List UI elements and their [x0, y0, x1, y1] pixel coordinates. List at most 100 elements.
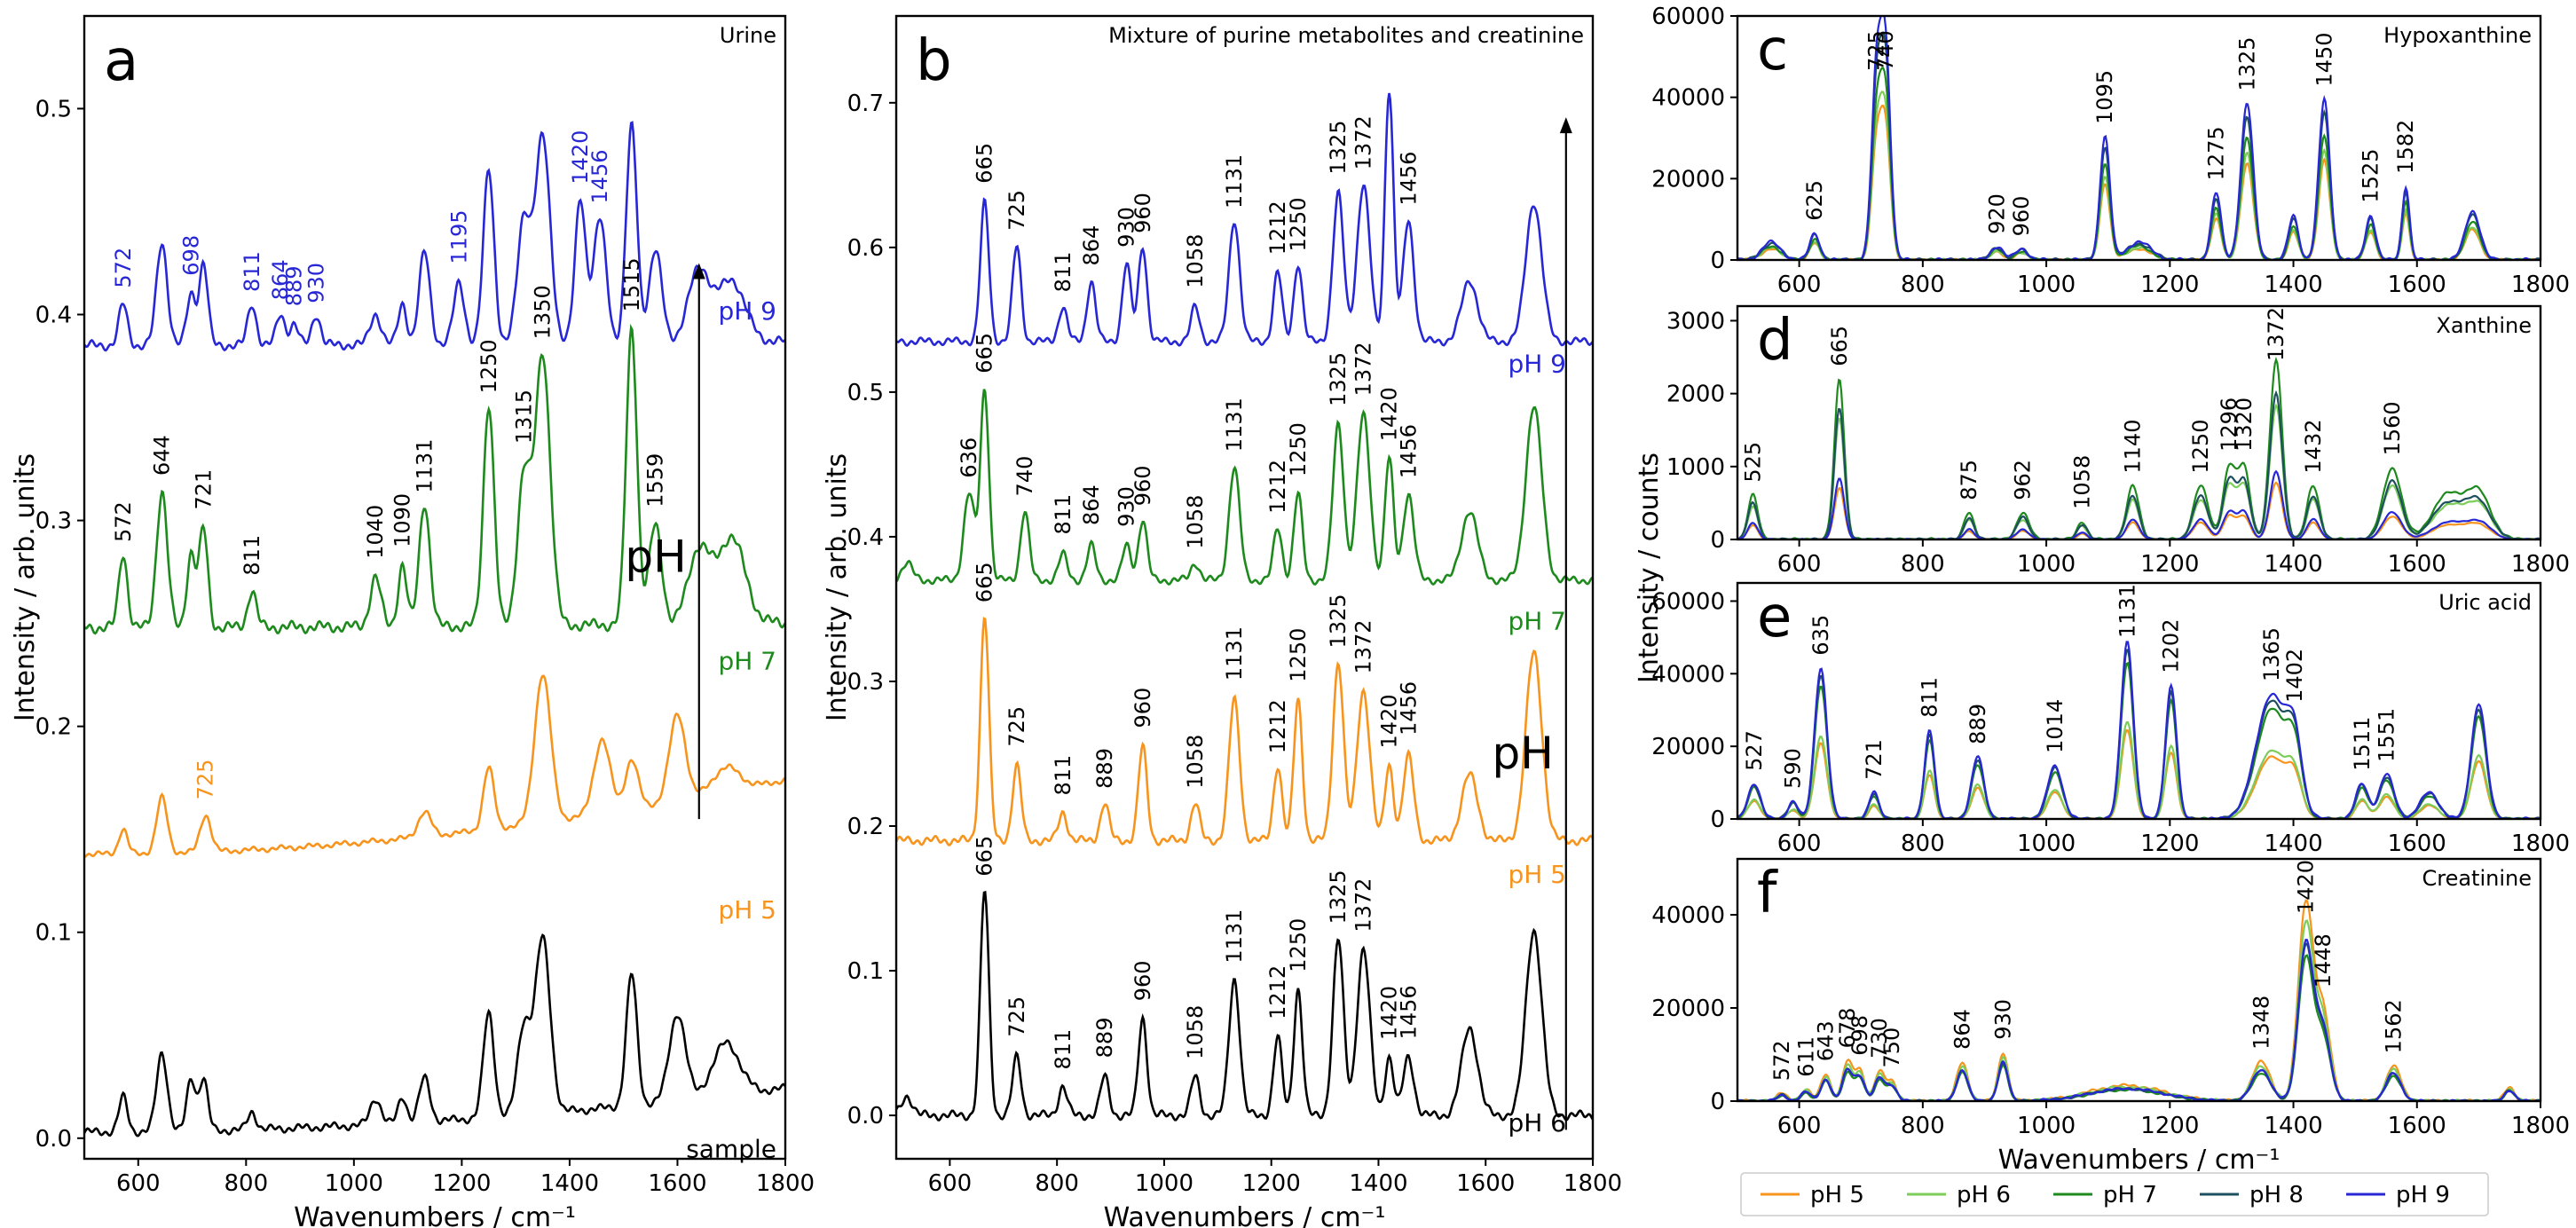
axes-frame: [1736, 14, 2542, 262]
peak-label: 960: [2009, 196, 2034, 237]
peak-label: 1325: [2234, 36, 2259, 91]
y-tick-label: 0: [1710, 248, 1725, 274]
series-line-pH-8: [1737, 390, 2541, 539]
peak-label: 665: [973, 333, 997, 374]
y-tick-label: 20000: [1651, 996, 1725, 1022]
panel-d: 600 800 1000 1200 1400 1600 1800 0 1000 2000 3000 d…: [1666, 304, 2570, 578]
peak-label: 740: [1873, 30, 1898, 71]
series-line-pH-5: [896, 616, 1593, 846]
peak-label: 527: [1742, 730, 1767, 771]
series-label: pH 5: [718, 895, 776, 925]
legend-label: pH 5: [1810, 1182, 1864, 1208]
peak-label: 1456: [1396, 985, 1421, 1039]
x-tick-label: 600: [928, 1170, 973, 1197]
x-tick-label: 1200: [432, 1170, 491, 1197]
series-label: pH 6: [1508, 1108, 1566, 1137]
peak-label: 1250: [2188, 420, 2213, 474]
panel-title: Urine: [720, 23, 776, 48]
peak-label: 644: [150, 435, 175, 476]
peak-label: 1195: [446, 209, 471, 264]
peak-label: 1250: [1286, 422, 1311, 476]
series-line-pH-9: [84, 121, 785, 352]
peak-label: 930: [303, 263, 328, 303]
peak-label: 572: [111, 501, 136, 542]
x-tick-label: 1200: [2140, 1113, 2199, 1139]
peak-label: 643: [1814, 1020, 1839, 1061]
x-tick-label: 1800: [2511, 551, 2570, 578]
y-tick-label: 40000: [1651, 85, 1725, 112]
peak-label: 1014: [2043, 699, 2068, 753]
x-tick-label: 1000: [2017, 830, 2076, 857]
peak-label: 1320: [2232, 398, 2257, 452]
peak-label: 811: [1918, 677, 1942, 718]
peak-label: 960: [1130, 688, 1155, 728]
peak-label: 725: [1004, 706, 1029, 747]
x-tick-label: 1400: [1349, 1170, 1407, 1197]
panel-title: Mixture of purine metabolites and creati…: [1108, 23, 1584, 48]
peak-label: 1325: [1326, 121, 1351, 175]
peak-label: 721: [1862, 739, 1887, 780]
peak-label: 1058: [2069, 455, 2094, 509]
y-tick-label: 0.7: [847, 91, 884, 117]
axes-frame: [1736, 581, 2542, 821]
peak-label: 1325: [1326, 594, 1351, 648]
x-tick-label: 800: [1901, 551, 1945, 578]
peak-label: 1250: [1286, 628, 1311, 682]
peak-label: 525: [1740, 442, 1765, 483]
panel-title: Xanthine: [2436, 313, 2532, 338]
peak-label: 811: [1051, 1029, 1075, 1070]
peak-label: 811: [240, 251, 264, 292]
y-tick-label: 3000: [1666, 308, 1725, 335]
x-tick-label: 800: [1901, 272, 1945, 298]
peak-label: 636: [957, 437, 981, 478]
x-axis-label: Wavenumbers / cm⁻¹: [1104, 1202, 1386, 1228]
plot-area: [1737, 641, 2541, 819]
series-line-pH-8: [1737, 31, 2541, 260]
plot-area: [84, 121, 785, 1137]
peak-label: 635: [1808, 615, 1833, 656]
x-tick-label: 1400: [2264, 272, 2322, 298]
series-label: pH 5: [1508, 860, 1566, 889]
peak-label: 665: [973, 143, 997, 184]
peak-label: 740: [1012, 456, 1037, 497]
peak-label: 1090: [390, 493, 415, 547]
x-tick-label: 1600: [2388, 551, 2446, 578]
x-tick-label: 800: [1901, 1113, 1945, 1139]
x-tick-label: 1800: [2511, 272, 2570, 298]
series-line-pH-7: [84, 323, 785, 635]
series-label: pH 9: [1508, 349, 1566, 378]
peak-label: 611: [1793, 1036, 1818, 1077]
peak-label: 730: [1867, 1018, 1892, 1059]
peak-label: 1511: [2350, 717, 2375, 771]
series-line-pH-9: [1737, 939, 2541, 1101]
y-tick-label: 0.0: [35, 1126, 72, 1153]
y-tick-label: 60000: [1651, 588, 1725, 615]
plot-area: [1737, 16, 2541, 260]
ph-annotation: pH: [1492, 728, 1553, 779]
peak-label: 665: [973, 562, 997, 602]
panel-title: Hypoxanthine: [2383, 23, 2532, 48]
x-tick-label: 1400: [2264, 551, 2322, 578]
series-line-pH-7: [1737, 67, 2541, 260]
peak-label: 1372: [2264, 307, 2288, 361]
peak-label: 1131: [2115, 584, 2139, 638]
peak-label: 930: [1990, 999, 2015, 1040]
peak-label: 1432: [2301, 420, 2326, 474]
x-tick-label: 1600: [2388, 272, 2446, 298]
peak-label: 864: [268, 259, 293, 300]
series-line-sample: [84, 933, 785, 1137]
peak-label: 1131: [412, 439, 437, 493]
y-tick-label: 60000: [1651, 4, 1725, 30]
peak-label: 725: [1004, 190, 1029, 231]
y-tick-label: 0: [1710, 807, 1725, 833]
peak-label: 1325: [1326, 352, 1351, 406]
y-tick-label: 20000: [1651, 166, 1725, 193]
legend-label: pH 8: [2249, 1182, 2304, 1208]
y-tick-label: 2000: [1666, 382, 1725, 408]
panel-c: 600 800 1000 1200 1400 1600 1800 0 20000 40000 600…: [1651, 4, 2570, 298]
peak-label: 960: [1130, 193, 1155, 233]
peak-label: 1456: [1396, 424, 1421, 478]
series-label: pH 7: [1508, 606, 1566, 635]
series-line-pH-7: [1737, 356, 2541, 539]
